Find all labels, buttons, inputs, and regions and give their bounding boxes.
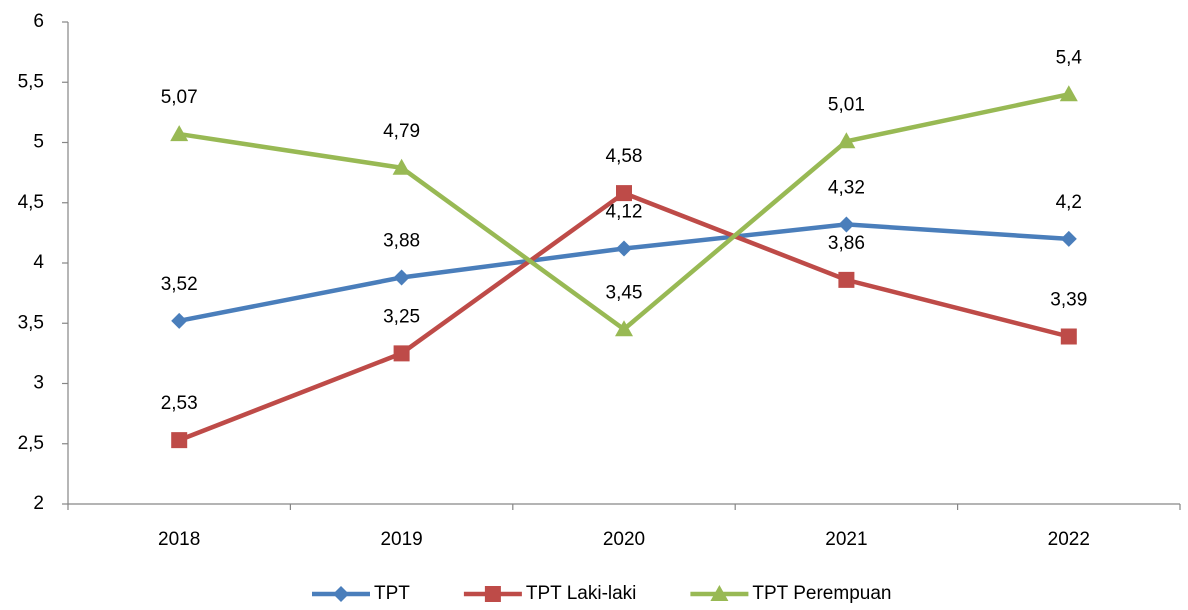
legend-marker [710, 585, 729, 601]
x-tick-label: 2022 [1048, 529, 1090, 550]
data-point [393, 269, 410, 286]
data-label: 4,12 [606, 202, 643, 223]
y-tick-label: 5 [33, 132, 44, 153]
data-point [393, 345, 410, 362]
legend-marker [484, 586, 501, 602]
data-point [170, 125, 189, 142]
legend-label: TPT Perempuan [752, 583, 891, 604]
x-tick-label: 2020 [603, 529, 645, 550]
data-label: 4,79 [383, 121, 420, 142]
data-label: 5,4 [1056, 47, 1083, 68]
data-point [616, 240, 632, 257]
x-tick-label: 2021 [825, 529, 867, 550]
y-tick-label: 6 [33, 11, 44, 32]
legend-label: TPT Laki-laki [526, 583, 637, 604]
data-point [1060, 230, 1077, 247]
series-line [178, 222, 1069, 324]
data-label: 3,86 [828, 233, 865, 254]
data-point [1059, 85, 1078, 102]
data-label: 4,2 [1056, 192, 1082, 213]
y-tick-label: 2,5 [18, 433, 44, 454]
data-point [837, 132, 856, 149]
data-point [615, 320, 633, 337]
y-tick-label: 5,5 [18, 71, 44, 92]
data-point [171, 312, 188, 329]
data-point [1060, 328, 1077, 345]
data-label: 2,53 [161, 393, 198, 414]
data-label: 5,07 [161, 87, 198, 108]
y-tick-label: 2 [33, 493, 44, 514]
data-label: 4,58 [606, 146, 643, 167]
x-tick-label: 2019 [380, 529, 422, 550]
legend-label: TPT [374, 583, 410, 604]
y-tick-label: 3,5 [18, 312, 44, 333]
data-label: 4,32 [828, 177, 865, 198]
x-tick-label: 2018 [158, 529, 200, 550]
data-point [838, 271, 855, 288]
y-tick-label: 4 [33, 252, 44, 273]
data-point [392, 158, 411, 175]
data-label: 3,88 [383, 230, 420, 251]
data-label: 3,45 [606, 282, 643, 303]
data-point [171, 432, 188, 449]
legend-marker [333, 586, 349, 602]
y-tick-label: 3 [33, 373, 44, 394]
data-point [838, 216, 855, 233]
y-tick-label: 4,5 [18, 192, 44, 213]
data-label: 3,52 [161, 274, 198, 295]
data-label: 3,25 [383, 306, 420, 327]
data-label: 3,39 [1050, 290, 1087, 311]
data-label: 5,01 [828, 94, 865, 115]
data-point [616, 185, 632, 202]
